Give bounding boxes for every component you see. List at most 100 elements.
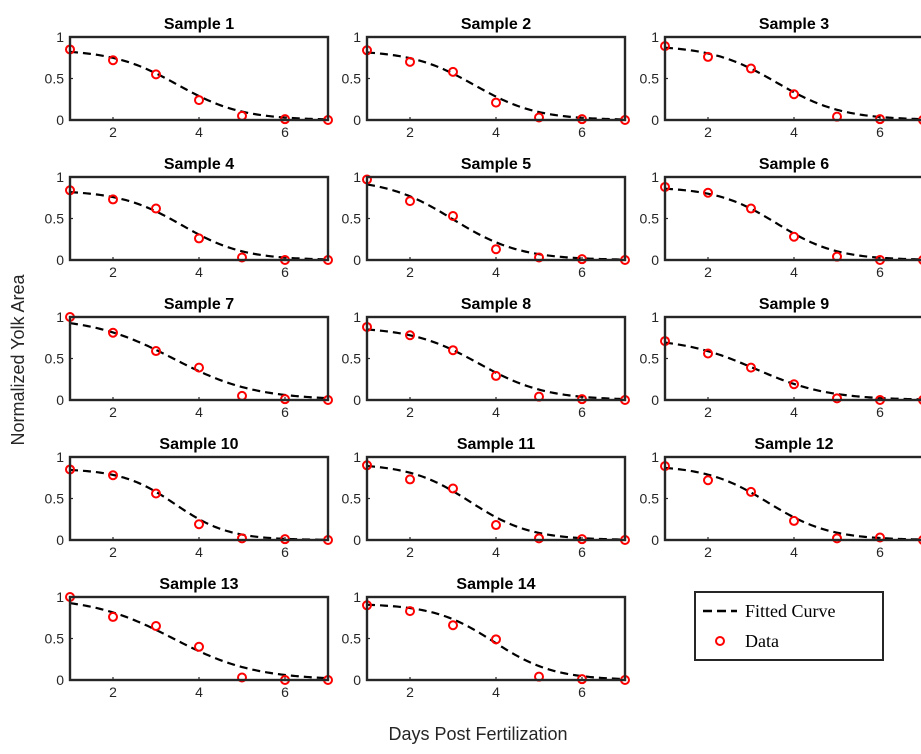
data-point (448, 483, 458, 494)
subplot-title: Sample 6 (759, 156, 829, 173)
x-tick-label: 4 (492, 264, 500, 280)
fitted-curve-line (366, 464, 626, 541)
y-tick-label: 0.5 (45, 491, 65, 507)
legend-box (694, 591, 884, 661)
x-tick-label: 2 (704, 404, 712, 420)
data-point (746, 63, 756, 74)
data-point (237, 533, 247, 544)
data-point (491, 370, 501, 381)
data-point (194, 95, 204, 106)
y-tick-label: 1 (56, 169, 64, 185)
fitted-curve-line (69, 191, 329, 261)
y-tick-label: 0 (56, 672, 64, 688)
data-point (405, 606, 415, 617)
y-tick-label: 1 (353, 29, 361, 45)
data-point (237, 110, 247, 121)
y-tick-label: 0 (56, 532, 64, 548)
subplot-title: Sample 4 (164, 156, 234, 173)
axes-box (68, 35, 330, 122)
fitted-curve-line (664, 341, 921, 401)
x-tick-label: 2 (406, 544, 414, 560)
x-tick-label: 6 (281, 544, 289, 560)
x-tick-label: 4 (195, 264, 203, 280)
data-point (194, 519, 204, 530)
y-tick-label: 1 (56, 309, 64, 325)
x-tick-label: 6 (281, 684, 289, 700)
subplot: Sample 11 2 4 6 0 0.5 1 (342, 436, 630, 560)
y-tick-label: 0 (56, 252, 64, 268)
y-tick-label: 0 (651, 112, 659, 128)
data-point (448, 345, 458, 356)
y-tick-label: 0 (353, 392, 361, 408)
y-tick-label: 0.5 (45, 211, 65, 227)
x-tick-label: 6 (578, 544, 586, 560)
subplot-title: Sample 9 (759, 296, 829, 313)
data-point (237, 252, 247, 263)
data-point (491, 97, 501, 108)
data-point (448, 620, 458, 631)
legend-label: Fitted Curve (745, 601, 836, 621)
x-tick-label: 2 (406, 264, 414, 280)
data-point (746, 486, 756, 497)
data-point (491, 244, 501, 255)
y-tick-label: 0 (353, 532, 361, 548)
x-tick-label: 2 (109, 544, 117, 560)
data-point (151, 69, 161, 80)
axes-box (68, 595, 330, 682)
y-tick-label: 0.5 (45, 71, 65, 87)
axes-box (68, 175, 330, 262)
subplot-title: Sample 1 (164, 16, 234, 33)
y-tick-label: 0.5 (342, 631, 362, 647)
data-point (789, 89, 799, 100)
x-tick-label: 6 (876, 544, 884, 560)
data-point (703, 187, 713, 198)
axes-box (663, 455, 921, 542)
data-point (789, 515, 799, 526)
data-point (789, 231, 799, 242)
y-tick-label: 0.5 (45, 351, 65, 367)
subplot-title: Sample 3 (759, 16, 829, 33)
data-point (405, 474, 415, 485)
y-tick-label: 0.5 (640, 351, 660, 367)
data-point (108, 327, 118, 338)
data-point (491, 634, 501, 645)
y-tick-label: 0.5 (640, 211, 660, 227)
x-tick-label: 4 (492, 544, 500, 560)
x-axis-label: Days Post Fertilization (388, 724, 567, 744)
data-point (448, 66, 458, 77)
subplot-title: Sample 10 (159, 436, 238, 453)
x-tick-label: 4 (195, 544, 203, 560)
data-point (237, 672, 247, 683)
subplot-title: Sample 13 (159, 576, 238, 593)
x-tick-label: 6 (578, 124, 586, 140)
axes-box (365, 315, 627, 402)
data-point (789, 379, 799, 390)
fitted-curve-line (366, 603, 626, 681)
axes-box (663, 35, 921, 122)
axes-box (663, 175, 921, 262)
y-tick-label: 0 (353, 112, 361, 128)
x-tick-label: 2 (704, 264, 712, 280)
subplot: Sample 1 2 4 6 0 0.5 1 (45, 16, 333, 140)
data-point (194, 233, 204, 244)
y-tick-label: 1 (353, 449, 361, 465)
y-tick-label: 0 (651, 532, 659, 548)
y-tick-label: 0.5 (342, 71, 362, 87)
x-tick-label: 2 (406, 124, 414, 140)
y-tick-label: 0.5 (640, 71, 660, 87)
x-tick-label: 4 (790, 544, 798, 560)
fitted-curve-line (664, 187, 921, 261)
y-tick-label: 0.5 (342, 211, 362, 227)
subplot-title: Sample 11 (457, 436, 535, 453)
x-tick-label: 2 (109, 124, 117, 140)
data-point (534, 112, 544, 123)
subplot-title: Sample 14 (456, 576, 535, 593)
data-point (703, 51, 713, 62)
x-tick-label: 4 (195, 124, 203, 140)
data-point (534, 252, 544, 263)
legend-label: Data (745, 631, 779, 651)
fitted-curve-line (69, 468, 329, 541)
y-tick-label: 1 (651, 29, 659, 45)
x-tick-label: 6 (578, 264, 586, 280)
y-tick-label: 0 (56, 112, 64, 128)
